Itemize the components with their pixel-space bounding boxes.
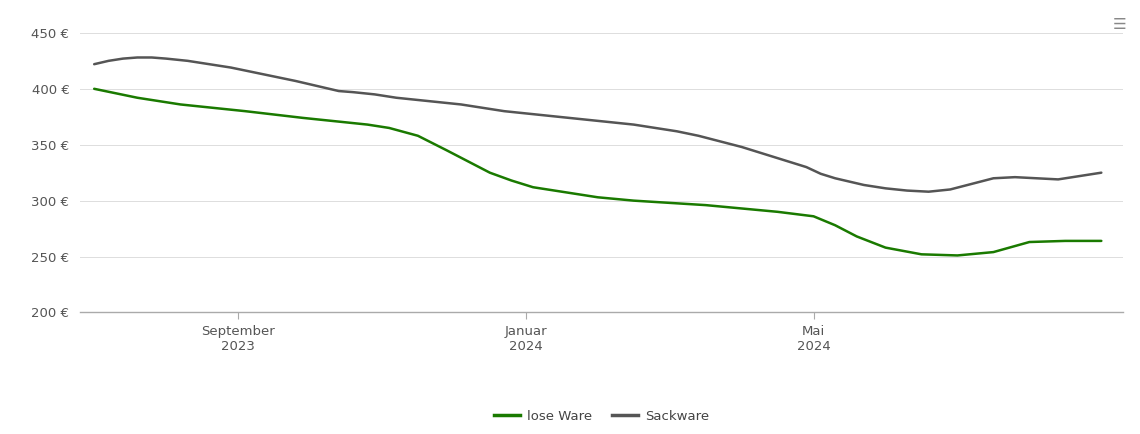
Text: ☰: ☰ [1113, 17, 1126, 33]
Legend: lose Ware, Sackware: lose Ware, Sackware [489, 404, 714, 428]
